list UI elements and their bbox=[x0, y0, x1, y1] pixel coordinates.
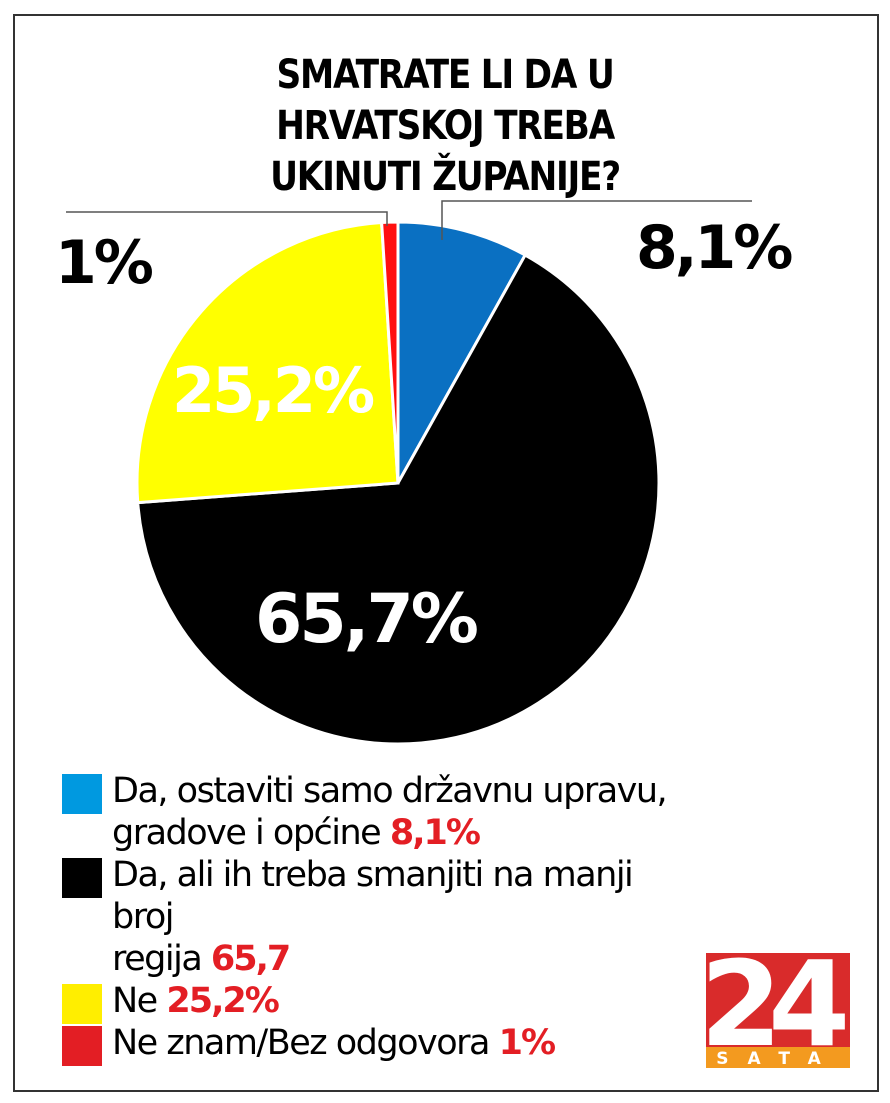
legend-label: Ne znam/Bez odgovora 1% bbox=[112, 1023, 556, 1063]
legend-item-yellow: Ne 25,2% bbox=[62, 980, 682, 1024]
leader-line-8pct bbox=[441, 200, 752, 240]
legend-value: 65,7 bbox=[210, 939, 291, 979]
callout-8pct: 8,1% bbox=[636, 213, 793, 283]
slice-label-black: 65,7% bbox=[255, 580, 479, 659]
legend-value: 25,2% bbox=[166, 981, 279, 1021]
pie-slice-red bbox=[380, 220, 400, 484]
legend-swatch-red bbox=[62, 1026, 102, 1066]
legend-item-black: Da, ali ih treba smanjiti na manji broj r… bbox=[62, 854, 682, 980]
legend-swatch-yellow bbox=[62, 984, 102, 1024]
logo-word: SATA bbox=[716, 1049, 840, 1068]
logo-red-block bbox=[706, 953, 850, 1047]
legend-label: Da, ali ih treba smanjiti na manji broj r… bbox=[112, 855, 634, 979]
title-line-2: HRVATSKOJ TREBA bbox=[276, 103, 615, 149]
legend-item-red: Ne znam/Bez odgovora 1% bbox=[62, 1022, 682, 1066]
legend: Da, ostaviti samo državnu upravu, gradove… bbox=[62, 770, 682, 1066]
legend-label: Ne 25,2% bbox=[112, 981, 280, 1021]
legend-value: 1% bbox=[498, 1023, 556, 1063]
title-line-3: UKINUTI ŽUPANIJE? bbox=[270, 154, 621, 200]
logo-orange-band bbox=[706, 1047, 850, 1068]
24sata-logo: 24 SATA bbox=[706, 953, 850, 1068]
pie-slice-yellow bbox=[135, 220, 400, 505]
slice-label-yellow: 25,2% bbox=[172, 354, 375, 427]
callout-1pct: 1% bbox=[55, 228, 154, 298]
legend-swatch-blue bbox=[62, 774, 102, 814]
pie-slice-black bbox=[136, 253, 661, 746]
chart-title: SMATRATE LI DA U HRVATSKOJ TREBA UKINUTI… bbox=[62, 50, 827, 203]
pie-slice-blue bbox=[396, 220, 528, 489]
legend-value: 8,1% bbox=[389, 813, 481, 853]
title-line-1: SMATRATE LI DA U bbox=[276, 52, 615, 98]
legend-item-blue: Da, ostaviti samo državnu upravu, gradove… bbox=[62, 770, 682, 854]
legend-swatch-black bbox=[62, 858, 102, 898]
pie-slices bbox=[135, 220, 661, 746]
legend-label: Da, ostaviti samo državnu upravu, gradove… bbox=[112, 771, 668, 853]
leader-line-1pct bbox=[66, 211, 388, 226]
